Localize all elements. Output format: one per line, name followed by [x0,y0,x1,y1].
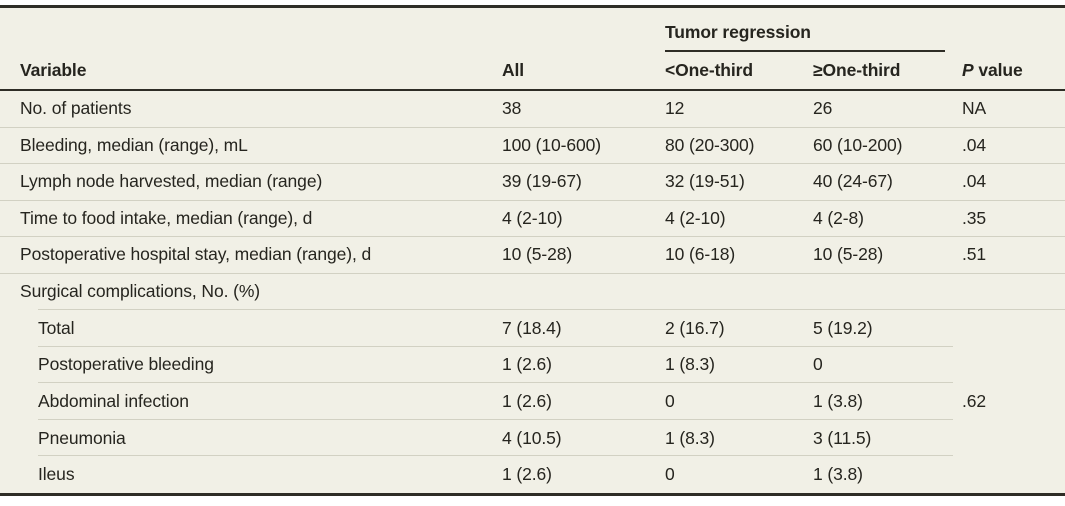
col-header-variable: Variable [20,60,87,80]
cell-lt-one-third: 0 [665,390,675,411]
cell-gte-one-third: 4 (2-8) [813,207,864,228]
cell-all: 7 (18.4) [502,317,562,338]
cell-gte-one-third: 0 [813,354,823,375]
outcomes-table: Variable All Tumor regression <One-third… [0,5,1065,496]
table-subrow: Abdominal infection 1 (2.6) 0 1 (3.8) [0,383,962,420]
complication-subrows: Total 7 (18.4) 2 (16.7) 5 (19.2) Postope… [0,310,962,493]
row-label: Lymph node harvested, median (range) [20,171,323,192]
cell-gte-one-third: 10 (5-28) [813,244,884,265]
row-label: Time to food intake, median (range), d [20,207,313,228]
row-label: Ileus [38,464,75,485]
surgical-complications-section: Total 7 (18.4) 2 (16.7) 5 (19.2) Postope… [0,310,1065,493]
col-header-p-value: P value [962,60,1065,89]
row-label: Abdominal infection [38,390,189,411]
cell-all: 1 (2.6) [502,464,552,485]
table-subrow: Postoperative bleeding 1 (2.6) 1 (8.3) 0 [0,347,962,384]
cell-gte-one-third: 3 (11.5) [813,427,872,448]
cell-all: 100 (10-600) [502,134,602,155]
cell-gte-one-third: 1 (3.8) [813,464,863,485]
section-row-surgical-complications: Surgical complications, No. (%) [0,274,1065,311]
cell-all: 4 (10.5) [502,427,562,448]
cell-all: 1 (2.6) [502,354,552,375]
col-header-lt-one-third: <One-third [665,60,753,80]
cell-lt-one-third: 0 [665,464,675,485]
cell-p-value: .51 [962,244,987,265]
section-label: Surgical complications, No. (%) [20,281,261,302]
cell-lt-one-third: 2 (16.7) [665,317,725,338]
table-body-top: No. of patients 38 12 26 NA Bleeding, me… [0,91,1065,274]
col-header-gte-one-third: ≥One-third [813,60,901,80]
table-row: No. of patients 38 12 26 NA [0,91,1065,128]
table-subrow: Total 7 (18.4) 2 (16.7) 5 (19.2) [0,310,962,347]
cell-p-value: .04 [962,171,987,192]
cell-lt-one-third: 10 (6-18) [665,244,736,265]
p-value-word: value [978,60,1023,80]
row-label: Postoperative bleeding [38,354,214,375]
cell-lt-one-third: 1 (8.3) [665,427,715,448]
table-row: Time to food intake, median (range), d 4… [0,201,1065,237]
table-row: Postoperative hospital stay, median (ran… [0,237,1065,274]
cell-gte-one-third: 1 (3.8) [813,390,863,411]
cell-p-value: .04 [962,134,987,155]
table-subrow: Pneumonia 4 (10.5) 1 (8.3) 3 (11.5) [0,420,962,457]
row-label: Total [38,317,75,338]
row-label: Bleeding, median (range), mL [20,134,248,155]
cell-all: 10 (5-28) [502,244,573,265]
cell-gte-one-third: 5 (19.2) [813,317,873,338]
group-header-tumor-regression: Tumor regression [665,22,945,52]
table-row: Lymph node harvested, median (range) 39 … [0,164,1065,201]
table-subrow: Ileus 1 (2.6) 0 1 (3.8) [0,456,962,493]
cell-p-value: NA [962,98,987,119]
row-label: Pneumonia [38,427,126,448]
cell-all: 39 (19-67) [502,171,582,192]
cell-lt-one-third: 1 (8.3) [665,354,715,375]
table-header: Variable All Tumor regression <One-third… [0,8,1065,91]
p-value-italic-p: P [962,60,974,80]
cell-all: 4 (2-10) [502,207,563,228]
merged-p-value-cell: .62 [962,391,987,411]
cell-lt-one-third: 32 (19-51) [665,171,745,192]
col-header-all: All [502,60,525,80]
row-label: No. of patients [20,98,132,119]
cell-p-value: .35 [962,207,987,228]
cell-lt-one-third: 12 [665,98,685,119]
cell-gte-one-third: 60 (10-200) [813,134,903,155]
cell-gte-one-third: 40 (24-67) [813,171,893,192]
cell-all: 38 [502,98,522,119]
cell-lt-one-third: 4 (2-10) [665,207,726,228]
row-label: Postoperative hospital stay, median (ran… [20,244,372,265]
cell-gte-one-third: 26 [813,98,833,119]
cell-all: 1 (2.6) [502,390,552,411]
cell-lt-one-third: 80 (20-300) [665,134,755,155]
table-row: Bleeding, median (range), mL 100 (10-600… [0,128,1065,164]
